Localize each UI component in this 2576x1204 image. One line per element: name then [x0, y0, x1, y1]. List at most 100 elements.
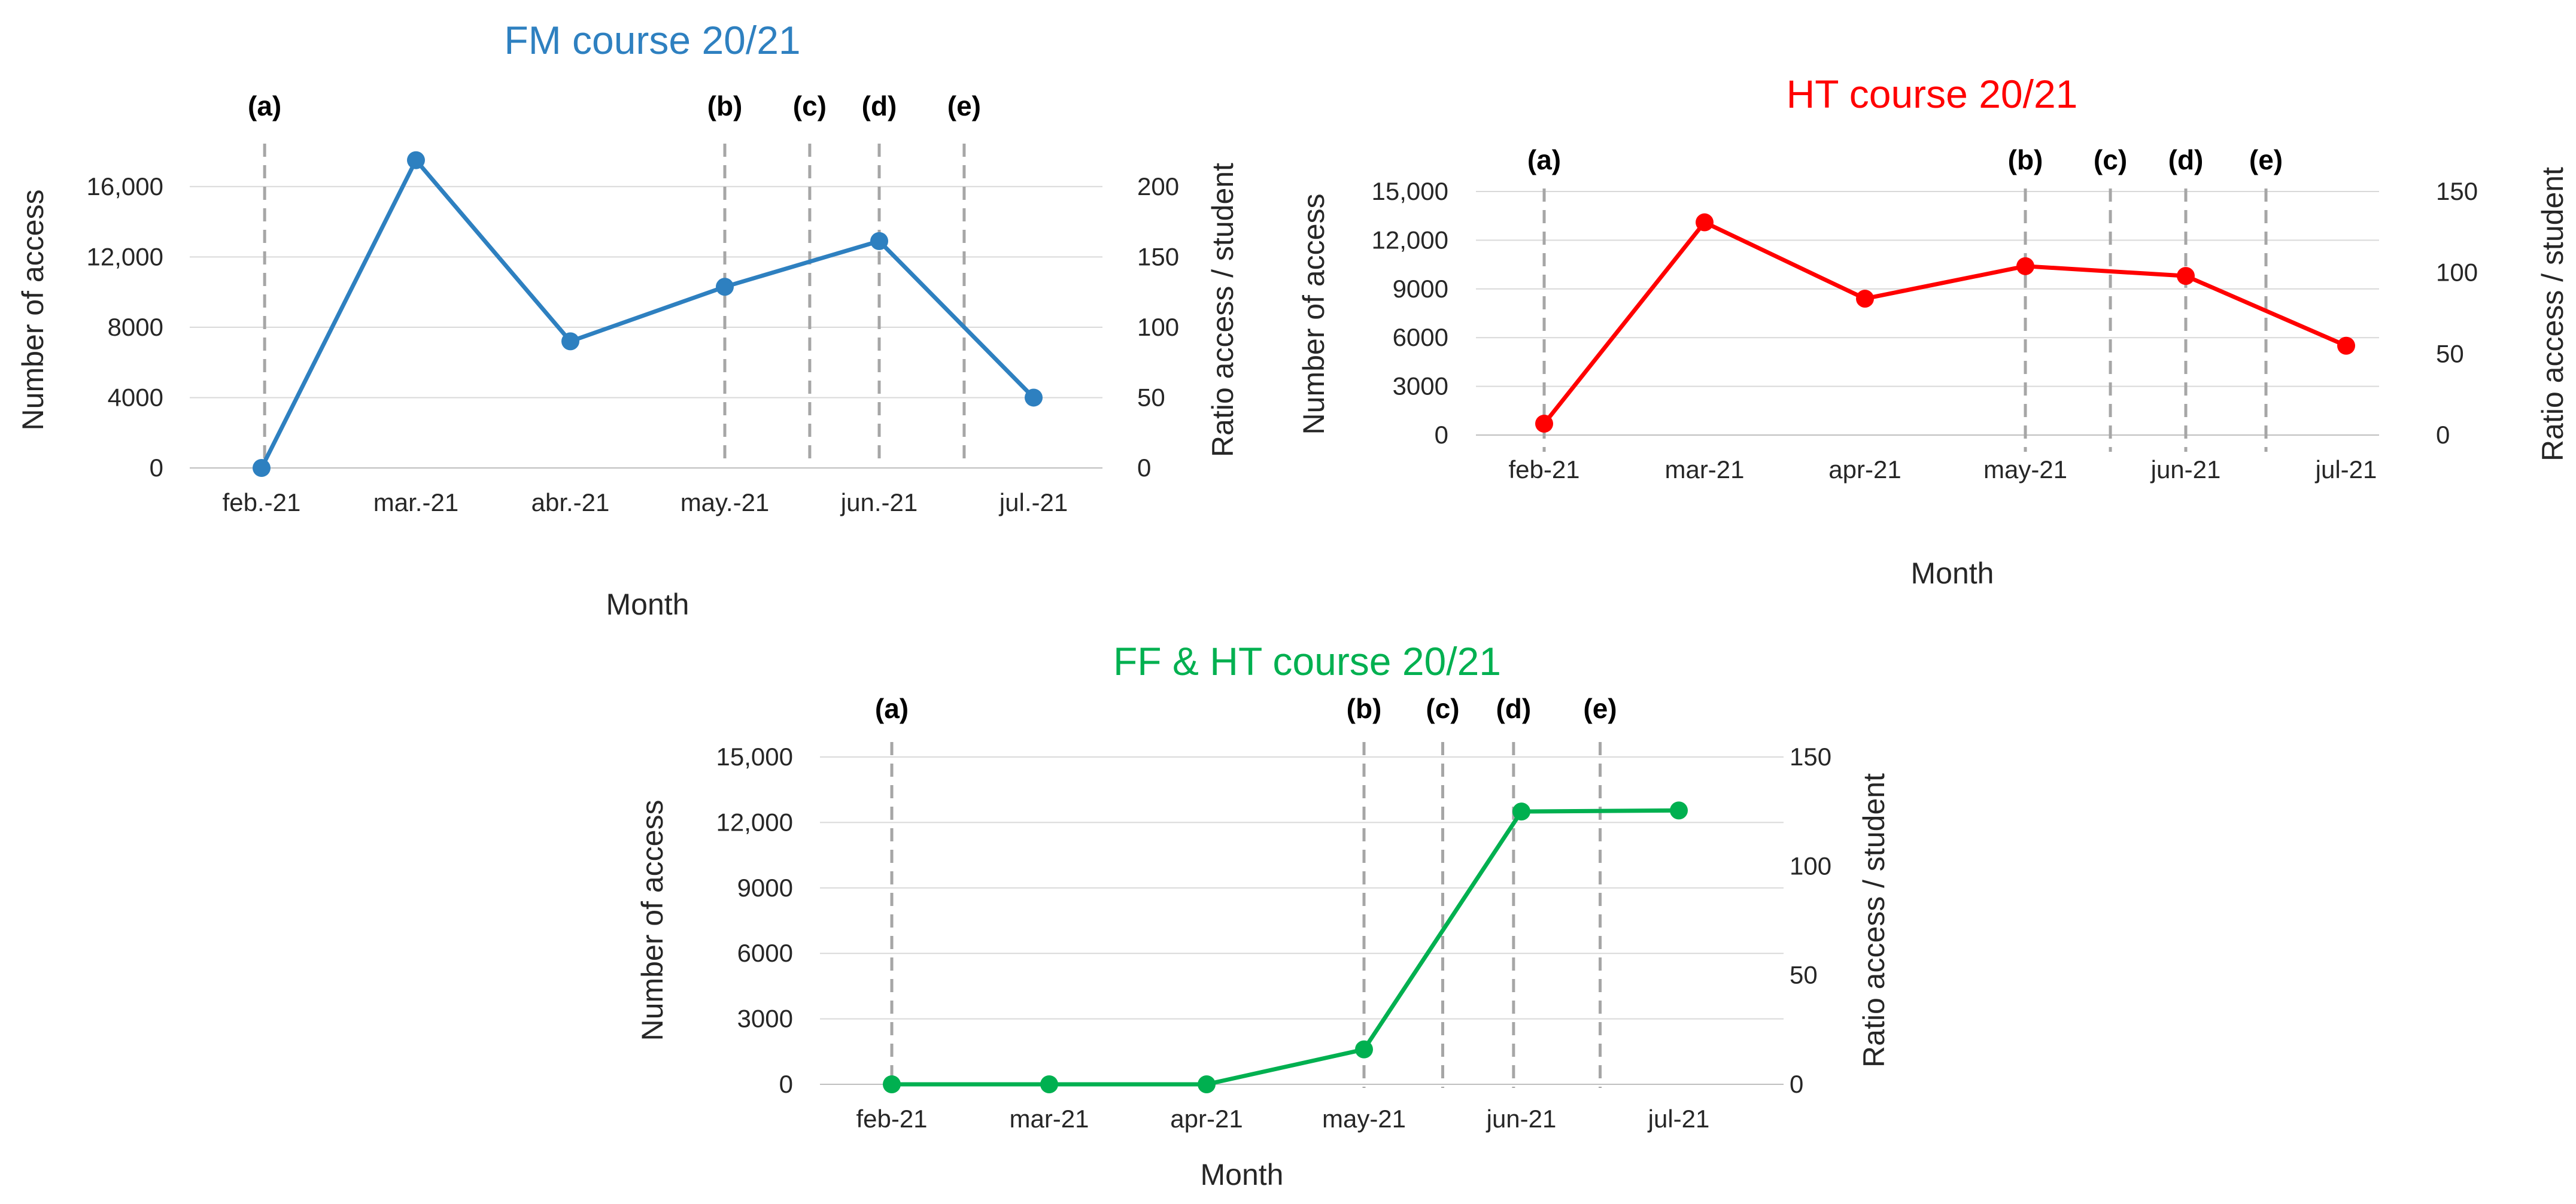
y2-tick-label: 0: [2436, 421, 2450, 449]
x-axis-title: Month: [1201, 1158, 1284, 1191]
y2-tick-label: 150: [1137, 242, 1179, 270]
y-tick-label: 4000: [108, 383, 163, 411]
y2-tick-label: 100: [1137, 313, 1179, 341]
event-marker-label: (a): [1527, 144, 1561, 175]
data-point: [1025, 388, 1043, 407]
y-tick-label: 0: [779, 1070, 793, 1098]
y-tick-label: 0: [150, 454, 163, 482]
y2-tick-label: 100: [2436, 259, 2478, 287]
y-axis-title: Number of access: [16, 190, 50, 431]
x-axis-title: Month: [606, 588, 689, 621]
data-point: [407, 151, 425, 169]
data-point: [2177, 267, 2195, 285]
y-tick-label: 0: [1435, 421, 1448, 449]
y2-tick-label: 100: [1790, 852, 1831, 880]
event-marker-label: (c): [1426, 693, 1459, 724]
y2-axis-title: Ratio access / student: [1857, 773, 1891, 1068]
data-point: [1696, 213, 1714, 232]
x-tick-label: apr-21: [1828, 455, 1901, 484]
y-axis-title: Number of access: [1297, 194, 1330, 435]
y-tick-label: 3000: [737, 1005, 793, 1033]
data-point: [716, 278, 734, 296]
data-point: [253, 459, 271, 477]
y-axis-title: Number of access: [636, 800, 669, 1041]
y2-tick-label: 150: [1790, 743, 1831, 771]
data-point: [561, 332, 579, 351]
chart-title: FF & HT course 20/21: [1113, 639, 1501, 683]
x-tick-label: jun-21: [1486, 1105, 1557, 1133]
event-marker-label: (b): [1347, 693, 1382, 724]
y-tick-label: 12,000: [1372, 226, 1448, 254]
y2-axis-title: Ratio access / student: [1206, 163, 1240, 457]
y-tick-label: 16,000: [87, 172, 163, 200]
x-tick-label: mar-21: [1009, 1105, 1089, 1133]
event-marker-label: (c): [793, 90, 827, 121]
data-point: [883, 1075, 901, 1093]
chart-ht-course: HT course 20/21 0 3000 6000 9000 12,000 15,00…: [1297, 72, 2569, 590]
chart-title: FM course 20/21: [504, 18, 800, 62]
x-tick-label: jul-21: [1647, 1105, 1710, 1133]
y2-axis-title: Ratio access / student: [2536, 167, 2569, 461]
y2-tick-label: 50: [1790, 961, 1818, 989]
event-marker-label: (b): [2008, 144, 2043, 175]
data-point: [1040, 1075, 1058, 1093]
x-axis-title: Month: [1911, 557, 1994, 590]
series-line: [892, 808, 1679, 1087]
data-point: [2337, 336, 2355, 355]
x-tick-label: may-21: [1322, 1105, 1406, 1133]
y-tick-label: 6000: [737, 939, 793, 967]
x-tick-label: feb-21: [1508, 455, 1579, 484]
event-marker-label: (c): [2094, 144, 2127, 175]
data-point: [870, 232, 888, 250]
data-point: [1355, 1040, 1373, 1059]
x-tick-label: may-21: [1983, 455, 2067, 484]
event-marker-label: (e): [947, 90, 981, 121]
y-tick-label: 12,000: [716, 808, 793, 836]
series-line: [259, 158, 1035, 469]
data-point: [1856, 290, 1874, 308]
x-tick-label: jul-21: [2314, 455, 2377, 484]
y-tick-label: 12,000: [87, 242, 163, 270]
data-point: [1535, 415, 1553, 433]
y-tick-label: 15,000: [1372, 177, 1448, 205]
x-tick-label: may.-21: [681, 488, 770, 516]
chart-ff-ht-course: FF & HT course 20/21 0 3000 6000 9000 12,000…: [636, 639, 1891, 1191]
y2-tick-label: 50: [1137, 383, 1165, 411]
y2-tick-label: 150: [2436, 177, 2478, 205]
x-tick-label: jul.-21: [998, 488, 1068, 516]
event-marker-label: (a): [875, 693, 909, 724]
chart-title: HT course 20/21: [1787, 72, 2078, 116]
y-tick-label: 9000: [737, 874, 793, 902]
y2-tick-label: 0: [1137, 454, 1151, 482]
x-tick-label: mar.-21: [373, 488, 458, 516]
x-tick-label: apr-21: [1170, 1105, 1243, 1133]
event-marker-label: (a): [248, 90, 281, 121]
x-tick-label: jun-21: [2150, 455, 2221, 484]
x-tick-label: jun.-21: [840, 488, 918, 516]
data-point: [1512, 802, 1530, 821]
x-tick-label: feb.-21: [223, 488, 301, 516]
x-tick-label: feb-21: [856, 1105, 927, 1133]
y-tick-label: 8000: [108, 313, 163, 341]
event-marker-label: (d): [1496, 693, 1531, 724]
y-tick-label: 6000: [1393, 323, 1448, 351]
event-marker-label: (e): [1583, 693, 1617, 724]
y-tick-label: 3000: [1393, 372, 1448, 400]
data-point: [1670, 801, 1688, 820]
event-marker-label: (e): [2249, 144, 2283, 175]
y2-tick-label: 0: [1790, 1070, 1803, 1098]
data-point: [1198, 1075, 1216, 1093]
y2-tick-label: 50: [2436, 339, 2464, 367]
y2-tick-label: 200: [1137, 172, 1179, 200]
x-tick-label: abr.-21: [531, 488, 610, 516]
x-tick-label: mar-21: [1664, 455, 1744, 484]
data-point: [2016, 257, 2034, 275]
y-tick-label: 15,000: [716, 743, 793, 771]
y-tick-label: 9000: [1393, 275, 1448, 303]
chart-fm-course: FM course 20/21 0 4000 8000 12,000 16,000 0 50…: [16, 18, 1240, 621]
event-marker-label: (d): [862, 90, 897, 121]
series-line: [1542, 220, 2347, 425]
event-marker-label: (d): [2168, 144, 2204, 175]
event-marker-label: (b): [707, 90, 743, 121]
